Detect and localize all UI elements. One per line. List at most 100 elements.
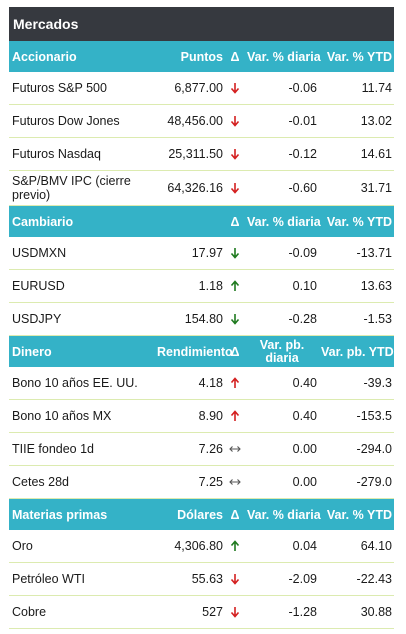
col-header-value: Dólares <box>177 507 223 522</box>
table-row: Bono 10 años EE. UU. 4.18 0.40 -39.3 <box>9 367 394 400</box>
col-header-ytd: Var. pb. YTD <box>321 344 394 359</box>
col-header-ytd: Var. % YTD <box>326 214 392 229</box>
col-header-daily: Var. % diaria <box>247 507 321 522</box>
col-header-name: Cambiario <box>12 214 74 229</box>
row-name: Futuros Dow Jones <box>12 114 120 128</box>
col-header-delta: Δ <box>230 507 240 522</box>
arrow-down-icon <box>225 182 245 194</box>
section-header-fx: Cambiario Δ Var. % diaria Var. % YTD <box>9 206 394 237</box>
arrow-down-icon <box>225 313 245 325</box>
col-header-daily: Var. % diaria <box>247 214 321 229</box>
col-header-daily: Var. % diaria <box>247 49 321 64</box>
arrow-up-icon <box>225 377 245 389</box>
arrow-down-icon <box>225 115 245 127</box>
table-row: S&P/BMV IPC (cierre previo) 64,326.16 -0… <box>9 171 394 206</box>
row-ytd: 11.74 <box>361 81 392 95</box>
col-header-ytd: Var. % YTD <box>326 507 392 522</box>
row-daily: -0.12 <box>288 147 318 161</box>
section-header-equities: Accionario Puntos Δ Var. % diaria Var. %… <box>9 41 394 72</box>
row-value: 8.90 <box>198 409 223 423</box>
row-name: S&P/BMV IPC (cierre previo) <box>12 174 131 202</box>
row-value: 7.26 <box>198 442 223 456</box>
arrow-down-icon <box>225 148 245 160</box>
row-name: USDMXN <box>12 246 67 260</box>
col-header-name: Materias primas <box>12 507 108 522</box>
row-daily: 0.04 <box>292 539 317 553</box>
table-row: Futuros Dow Jones 48,456.00 -0.01 13.02 <box>9 105 394 138</box>
col-header-value: Rendimiento <box>157 344 233 359</box>
row-ytd: -279.0 <box>356 475 392 489</box>
row-ytd: 30.88 <box>360 605 392 619</box>
col-header-name: Accionario <box>12 49 77 64</box>
table-row: Cetes 28d 7.25 0.00 -279.0 <box>9 466 394 499</box>
row-daily: 0.40 <box>292 409 317 423</box>
row-value: 64,326.16 <box>167 181 223 195</box>
col-header-delta: Δ <box>230 344 240 359</box>
row-daily: -0.28 <box>288 312 318 326</box>
row-ytd: 14.61 <box>360 147 392 161</box>
row-value: 7.25 <box>198 475 223 489</box>
col-header-value: Puntos <box>180 49 223 64</box>
table-row: Oro 4,306.80 0.04 64.10 <box>9 530 394 563</box>
row-daily: 0.00 <box>292 475 317 489</box>
row-name: EURUSD <box>12 279 65 293</box>
table-row: Cobre 527 -1.28 30.88 <box>9 596 394 629</box>
row-daily: 0.00 <box>292 442 317 456</box>
table-row: Futuros S&P 500 6,877.00 -0.06 11.74 <box>9 72 394 105</box>
row-value: 6,877.00 <box>174 81 223 95</box>
table-row: Futuros Nasdaq 25,311.50 -0.12 14.61 <box>9 138 394 171</box>
row-ytd: 64.10 <box>360 539 392 553</box>
markets-widget: Mercados Accionario Puntos Δ Var. % diar… <box>9 7 394 629</box>
arrow-up-icon <box>225 540 245 552</box>
widget-title: Mercados <box>9 7 394 41</box>
row-daily: -0.60 <box>288 181 318 195</box>
row-ytd: -153.5 <box>356 409 392 423</box>
row-name: Futuros S&P 500 <box>12 81 107 95</box>
row-value: 17.97 <box>191 246 223 260</box>
arrow-up-icon <box>225 410 245 422</box>
row-daily: -0.01 <box>288 114 318 128</box>
row-value: 4.18 <box>198 376 223 390</box>
row-value: 4,306.80 <box>174 539 223 553</box>
row-name: Petróleo WTI <box>12 572 85 586</box>
row-value: 527 <box>202 605 223 619</box>
arrow-down-icon <box>225 573 245 585</box>
table-row: USDJPY 154.80 -0.28 -1.53 <box>9 303 394 336</box>
arrow-down-icon <box>225 606 245 618</box>
row-ytd: -39.3 <box>363 376 393 390</box>
table-row: Bono 10 años MX 8.90 0.40 -153.5 <box>9 400 394 433</box>
row-ytd: 13.63 <box>360 279 392 293</box>
row-ytd: 31.71 <box>360 181 392 195</box>
section-header-money: Dinero Rendimiento Δ Var. pb. diaria Var… <box>9 336 394 367</box>
row-value: 154.80 <box>184 312 223 326</box>
row-name: Cobre <box>12 605 47 619</box>
row-name: Bono 10 años MX <box>12 409 112 423</box>
row-name: Oro <box>12 539 33 553</box>
row-value: 25,311.50 <box>168 147 223 161</box>
row-name: Bono 10 años EE. UU. <box>12 376 138 390</box>
row-value: 55.63 <box>191 572 223 586</box>
row-value: 48,456.00 <box>167 114 223 128</box>
row-ytd: 13.02 <box>360 114 392 128</box>
table-row: Petróleo WTI 55.63 -2.09 -22.43 <box>9 563 394 596</box>
row-name: Cetes 28d <box>12 475 69 489</box>
col-header-name: Dinero <box>12 344 52 359</box>
row-name: Futuros Nasdaq <box>12 147 101 161</box>
table-row: EURUSD 1.18 0.10 13.63 <box>9 270 394 303</box>
col-header-ytd: Var. % YTD <box>326 49 392 64</box>
row-ytd: -22.43 <box>356 572 392 586</box>
arrow-left-right-icon <box>225 445 245 453</box>
arrow-left-right-icon <box>225 478 245 486</box>
row-daily: -0.09 <box>288 246 318 260</box>
row-daily: -1.28 <box>288 605 318 619</box>
row-ytd: -1.53 <box>363 312 393 326</box>
section-header-commodities: Materias primas Dólares Δ Var. % diaria … <box>9 499 394 530</box>
row-name: USDJPY <box>12 312 62 326</box>
arrow-down-icon <box>225 82 245 94</box>
col-header-delta: Δ <box>230 49 240 64</box>
table-row: USDMXN 17.97 -0.09 -13.71 <box>9 237 394 270</box>
row-ytd: -13.71 <box>356 246 392 260</box>
col-header-daily: Var. pb. diaria <box>259 337 305 365</box>
arrow-down-icon <box>225 247 245 259</box>
col-header-delta: Δ <box>230 214 240 229</box>
